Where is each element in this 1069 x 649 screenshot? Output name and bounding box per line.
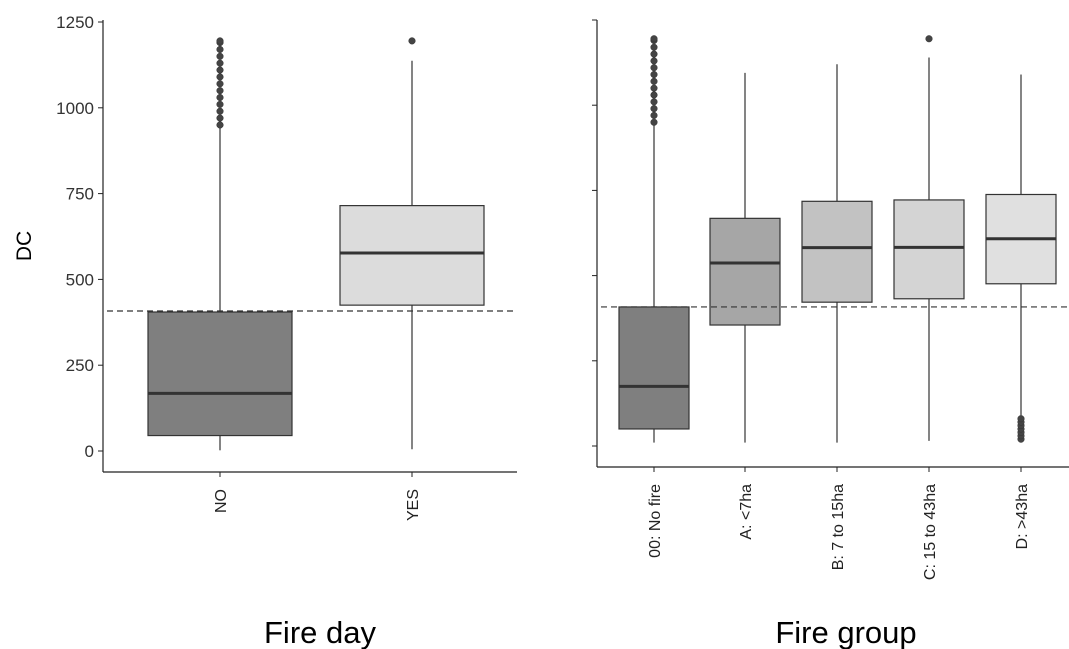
x-tick-label: D: >43ha [1014, 484, 1031, 549]
outlier-point [216, 73, 224, 81]
box-iqr [801, 200, 873, 303]
outlier-point [650, 91, 658, 99]
outlier-point [216, 37, 224, 45]
y-tick-label: 1250 [56, 13, 94, 32]
x-tick-label: C: 15 to 43ha [922, 484, 939, 580]
x-tick-label: YES [405, 489, 422, 521]
outlier-point [216, 59, 224, 67]
outlier-point [408, 37, 416, 45]
box-3 [893, 35, 965, 441]
box-4 [985, 74, 1057, 443]
box-0 [618, 35, 690, 443]
outlier-point [216, 87, 224, 95]
outlier-point [216, 80, 224, 88]
box-iqr [339, 205, 485, 306]
outlier-point [650, 77, 658, 85]
outlier-point [650, 64, 658, 72]
x-tick-label: 00: No fire [647, 484, 664, 558]
outlier-point [650, 98, 658, 106]
outlier-point [1017, 415, 1025, 423]
box-iqr [618, 306, 690, 430]
outlier-point [650, 111, 658, 119]
y-tick-label: 250 [66, 356, 94, 375]
outlier-point [216, 114, 224, 122]
x-axis-title: Fire group [775, 615, 916, 649]
outlier-point [650, 105, 658, 113]
x-axis-title: Fire day [264, 615, 376, 649]
box-2 [801, 64, 873, 443]
y-axis-label: DC [13, 231, 36, 261]
outlier-point [650, 84, 658, 92]
x-tick-label: A: <7ha [738, 484, 755, 540]
box-iqr [147, 311, 293, 437]
box-1 [339, 37, 485, 450]
outlier-point [216, 45, 224, 54]
outlier-point [650, 118, 658, 126]
outlier-point [216, 107, 224, 115]
outlier-point [650, 35, 658, 43]
x-tick-label: NO [213, 489, 230, 513]
outlier-point [216, 66, 224, 74]
outlier-point [925, 35, 933, 43]
y-tick-label: 750 [66, 185, 94, 204]
x-tick-label: B: 7 to 15ha [830, 484, 847, 570]
y-tick-label: 500 [66, 270, 94, 289]
outlier-point [650, 70, 658, 79]
outlier-point [650, 50, 658, 58]
outlier-point [650, 57, 658, 65]
y-tick-label: 0 [85, 442, 94, 461]
box-iqr [893, 199, 965, 300]
box-iqr [709, 217, 781, 326]
box-1 [709, 72, 781, 443]
outlier-point [216, 93, 224, 102]
outlier-point [650, 43, 658, 51]
box-0 [147, 37, 293, 451]
outlier-point [216, 52, 224, 60]
panel-fire-group: 00: No fire A: <7ha B: 7 to 15ha C: 15 to 4… [592, 19, 1069, 649]
outlier-point [216, 100, 224, 108]
y-tick-label: 1000 [56, 99, 94, 118]
panel-fire-day: 0 250 500 750 1000 1250 DC NO YES Fire day [13, 13, 517, 649]
outlier-point [216, 121, 224, 129]
